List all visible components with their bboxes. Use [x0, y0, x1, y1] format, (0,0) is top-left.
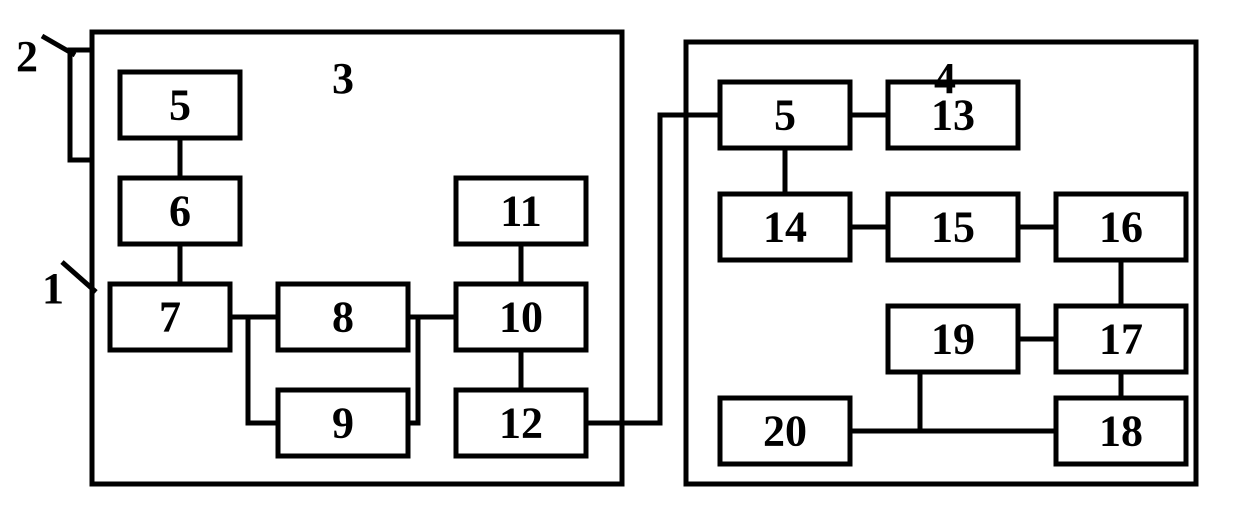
box-label-n17: 17	[1099, 315, 1143, 364]
box-label-n11: 11	[500, 187, 542, 236]
edge-e7_9	[248, 317, 278, 423]
box-label-n7: 7	[159, 293, 181, 342]
box-label-n14: 14	[763, 203, 807, 252]
edge-n6-n7	[170, 244, 180, 284]
box-label-n5a: 5	[169, 81, 191, 130]
box-label-n9: 9	[332, 399, 354, 448]
box-label-n8: 8	[332, 293, 354, 342]
box-label-n19: 19	[931, 315, 975, 364]
edge-e19_20	[850, 372, 920, 431]
box-label-n12: 12	[499, 399, 543, 448]
free-label-l4: 4	[934, 54, 956, 103]
free-label-l3: 3	[332, 54, 354, 103]
free-label-l1: 1	[42, 264, 64, 313]
free-label-l2: 2	[16, 32, 38, 81]
box-label-n18: 18	[1099, 407, 1143, 456]
box-label-n10: 10	[499, 293, 543, 342]
box-label-n16: 16	[1099, 203, 1143, 252]
box-label-n5b: 5	[774, 91, 796, 140]
leader-ll2	[42, 36, 75, 55]
edge-e12_5b	[586, 115, 720, 423]
small-box-2	[70, 50, 92, 160]
box-label-n15: 15	[931, 203, 975, 252]
box-label-n20: 20	[763, 407, 807, 456]
box-label-n6: 6	[169, 187, 191, 236]
